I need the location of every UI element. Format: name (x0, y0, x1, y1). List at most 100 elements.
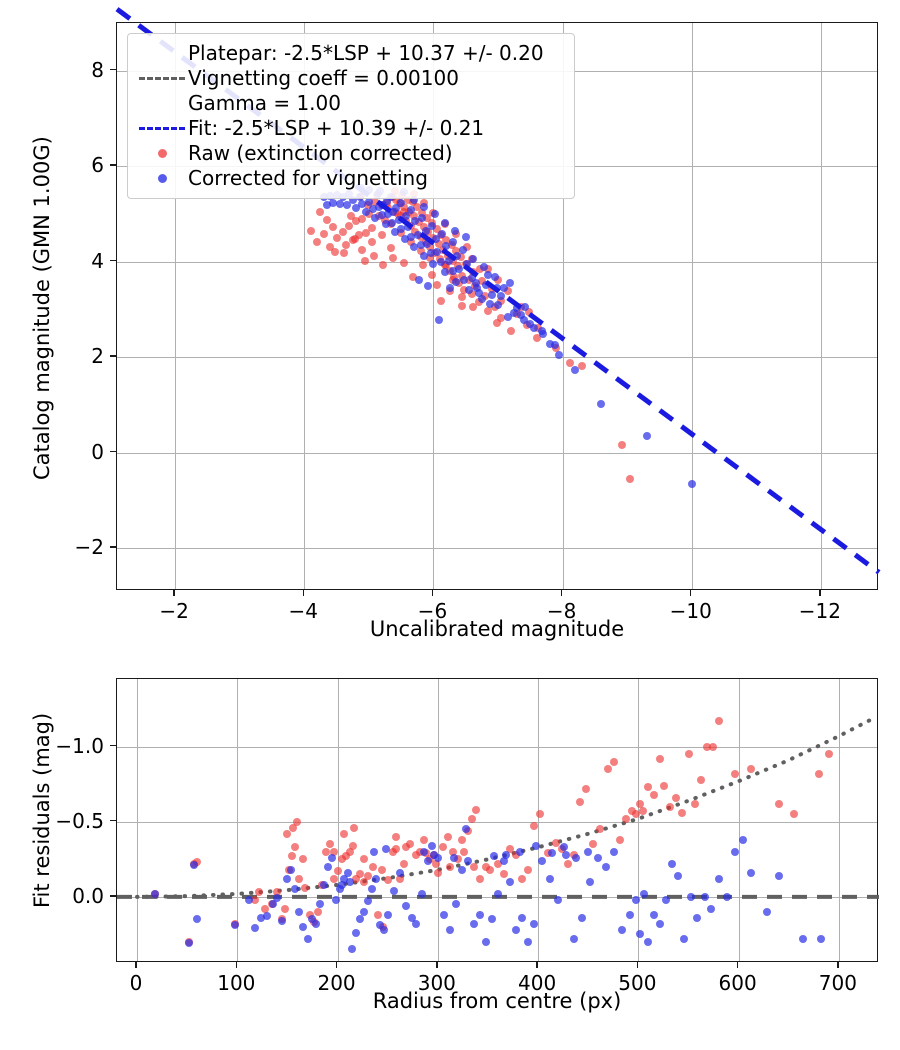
data-point-blue (430, 209, 439, 218)
data-point-blue (469, 255, 478, 264)
y-tick (110, 744, 116, 747)
data-point-red (433, 868, 442, 877)
data-point-blue (554, 895, 563, 904)
data-point-red (481, 862, 490, 871)
y-tick-label: 0 (91, 439, 104, 464)
x-tick (431, 590, 434, 596)
data-point-red (518, 874, 527, 883)
data-point-red (622, 814, 631, 823)
data-point-blue (442, 242, 451, 251)
data-point-blue (407, 232, 416, 241)
data-point-red (471, 805, 480, 814)
data-point-red (379, 261, 388, 270)
data-point-red (469, 862, 478, 871)
data-point-blue (500, 856, 509, 865)
data-point-blue (343, 868, 352, 877)
data-point-blue (428, 221, 437, 230)
data-point-blue (383, 910, 392, 919)
data-point-blue (438, 229, 447, 238)
data-point-red (360, 256, 369, 265)
data-point-red (371, 197, 380, 206)
data-point-blue (437, 257, 446, 266)
data-point-blue (410, 243, 419, 252)
y-tick-label: 4 (91, 248, 104, 273)
data-point-blue (457, 865, 466, 874)
data-point-blue (263, 912, 272, 921)
data-point-red (708, 742, 717, 751)
data-point-red (401, 843, 410, 852)
data-point-blue (389, 207, 398, 216)
data-point-red (644, 783, 653, 792)
data-point-blue (303, 934, 312, 943)
data-point-blue (455, 264, 464, 273)
data-point-blue (151, 889, 160, 898)
data-point-blue (510, 309, 519, 318)
x-tick (560, 590, 563, 596)
x-tick (335, 962, 338, 968)
data-point-red (459, 847, 468, 856)
data-point-red (448, 847, 457, 856)
data-point-red (380, 215, 389, 224)
data-point-blue (519, 315, 528, 324)
data-point-blue (475, 910, 484, 919)
data-point-red (577, 361, 586, 370)
data-point-red (422, 213, 431, 222)
x-tick-label: 600 (718, 971, 757, 995)
data-point-red (474, 298, 483, 307)
data-point-red (666, 802, 675, 811)
data-point-blue (335, 200, 344, 209)
data-point-blue (319, 880, 328, 889)
data-point-blue (518, 913, 527, 922)
data-point-red (497, 296, 506, 305)
legend-label: Fit: -2.5*LSP + 10.39 +/- 0.21 (188, 116, 485, 140)
data-point-red (552, 838, 561, 847)
legend-label: Raw (extinction corrected) (188, 141, 453, 165)
data-point-red (714, 717, 723, 726)
data-point-blue (349, 195, 358, 204)
data-point-blue (420, 202, 429, 211)
gridline-vertical (337, 679, 339, 961)
data-point-blue (413, 231, 422, 240)
data-point-red (484, 306, 493, 315)
data-point-blue (433, 853, 442, 862)
data-point-red (399, 258, 408, 267)
data-point-blue (315, 900, 324, 909)
data-point-blue (650, 910, 659, 919)
data-point-red (313, 237, 322, 246)
y-tick (110, 820, 116, 822)
data-point-red (604, 765, 613, 774)
data-point-blue (474, 288, 483, 297)
data-point-red (485, 865, 494, 874)
data-point-red (288, 852, 297, 861)
legend-label: Corrected for vignetting (188, 166, 428, 190)
data-point-blue (351, 928, 360, 937)
data-point-blue (529, 324, 538, 333)
data-point-red (331, 248, 340, 257)
data-point-blue (421, 226, 430, 235)
data-point-blue (257, 913, 266, 922)
data-point-blue (342, 201, 351, 210)
y-tick-label: 6 (91, 153, 104, 178)
data-point-red (690, 799, 699, 808)
data-point-blue (269, 900, 278, 909)
x-tick (837, 962, 839, 968)
gridline-horizontal (117, 452, 877, 454)
data-point-red (339, 829, 348, 838)
data-point-red (576, 798, 585, 807)
data-point-blue (494, 300, 502, 309)
data-point-red (389, 253, 398, 262)
data-point-blue (640, 889, 649, 898)
data-point-blue (371, 213, 380, 222)
data-point-red (383, 876, 392, 885)
data-point-blue (424, 282, 433, 291)
data-point-blue (668, 859, 677, 868)
gridline-vertical (137, 679, 139, 961)
data-point-blue (500, 283, 509, 292)
data-point-red (500, 870, 509, 879)
data-point-blue (415, 275, 424, 284)
data-point-blue (572, 853, 581, 862)
data-point-blue (391, 204, 400, 213)
data-point-red (452, 247, 461, 256)
x-tick-label: 500 (618, 971, 657, 995)
data-point-blue (185, 939, 194, 948)
